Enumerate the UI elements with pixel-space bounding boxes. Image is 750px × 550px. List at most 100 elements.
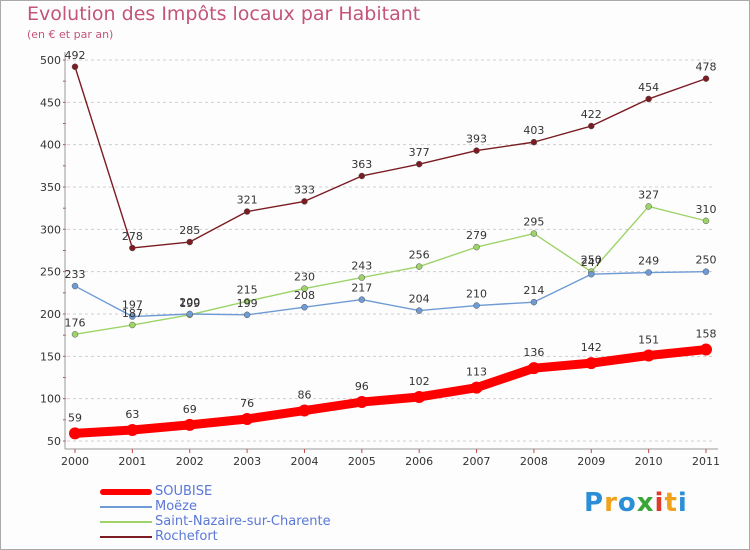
y-tick-label: 350	[40, 181, 61, 194]
data-point	[702, 75, 710, 82]
data-point	[413, 390, 426, 403]
data-label: 247	[581, 256, 602, 269]
brand-letter: x	[636, 488, 655, 518]
data-point	[126, 423, 139, 436]
y-tick-label: 500	[40, 54, 61, 67]
y-tick-labels: 50 100 150 200 250 300 350 400 450 500	[40, 54, 61, 448]
data-point	[129, 321, 136, 329]
x-tick-label: 2011	[692, 455, 720, 468]
data-label: 377	[409, 146, 430, 159]
y-tick-label: 100	[40, 393, 61, 406]
y-tick-label: 150	[40, 350, 61, 363]
x-tick-label: 2002	[176, 455, 204, 468]
data-label: 96	[355, 380, 369, 393]
data-label: 102	[409, 375, 430, 388]
data-label: 208	[294, 289, 315, 302]
data-label: 136	[523, 346, 544, 359]
y-tick-label: 250	[40, 266, 61, 279]
data-label: 217	[351, 282, 372, 295]
data-point	[588, 270, 595, 278]
data-point	[527, 362, 540, 375]
grid-lines	[67, 59, 714, 442]
x-tick-label: 2000	[61, 455, 89, 468]
data-point	[530, 230, 538, 237]
data-label: 215	[237, 283, 258, 296]
data-point	[129, 313, 136, 320]
data-point	[298, 404, 311, 417]
data-point	[183, 418, 196, 431]
data-point	[301, 285, 308, 292]
data-label: 158	[696, 328, 717, 341]
data-label: 454	[638, 81, 659, 94]
x-tick-label: 2004	[290, 455, 318, 468]
brand-letter: r	[604, 488, 618, 518]
data-label: 214	[523, 284, 544, 297]
y-tick-label: 400	[40, 139, 61, 152]
brand-letter: i	[677, 488, 688, 518]
data-point	[355, 396, 368, 409]
data-label: 278	[122, 230, 143, 243]
x-tick-label: 2007	[463, 455, 491, 468]
y-tick-label: 450	[40, 96, 61, 109]
data-point	[470, 381, 483, 394]
data-point	[702, 217, 710, 225]
data-label: 250	[581, 254, 602, 267]
legend-label: Rochefort	[155, 529, 218, 544]
data-point	[645, 203, 652, 210]
brand-letter: o	[617, 488, 637, 518]
data-point	[243, 208, 251, 215]
data-label: 295	[523, 216, 544, 229]
data-label: 204	[409, 293, 430, 306]
data-point	[473, 243, 480, 251]
data-label: 199	[179, 297, 200, 310]
y-tick-label: 50	[47, 435, 61, 448]
data-label: 393	[466, 133, 487, 146]
data-label: 492	[65, 49, 86, 62]
data-label: 197	[122, 299, 143, 312]
x-tick-label: 2008	[520, 455, 548, 468]
data-point	[415, 160, 423, 168]
data-label: 285	[179, 224, 200, 237]
legend-label: Saint-Nazaire-sur-Charente	[155, 514, 331, 529]
data-point	[69, 427, 81, 440]
brand-letter: i	[654, 488, 665, 518]
data-point	[530, 138, 538, 146]
data-label: 151	[638, 333, 659, 346]
data-label: 279	[466, 229, 487, 242]
data-point	[243, 311, 251, 319]
data-point	[473, 147, 480, 154]
data-label: 199	[237, 297, 258, 310]
data-label: 200	[179, 296, 200, 309]
series-line	[74, 66, 707, 249]
legend-swatch	[100, 521, 152, 523]
data-point	[358, 274, 366, 281]
data-label: 142	[581, 341, 602, 354]
data-label: 422	[581, 108, 602, 121]
data-labels: 492 278 285 321 333 363 377 393 403 422 454 478 176 1…	[65, 49, 717, 425]
data-point	[700, 343, 712, 356]
series-line	[74, 270, 707, 318]
data-point	[645, 269, 652, 276]
data-point	[415, 307, 423, 314]
data-label: 230	[294, 271, 315, 284]
series-lines	[69, 63, 712, 440]
data-point	[358, 296, 366, 303]
data-label: 363	[351, 158, 372, 171]
data-point	[358, 172, 366, 180]
x-tick-label: 2001	[118, 455, 146, 468]
axes	[63, 52, 718, 453]
data-label: 59	[68, 411, 82, 424]
data-label: 63	[125, 408, 139, 421]
x-tick-label: 2005	[348, 455, 376, 468]
brand-logo: Proxiti	[584, 488, 688, 518]
series-line	[70, 345, 711, 438]
chart-title: Evolution des Impôts locaux par Habitant	[27, 3, 421, 25]
legend-swatch	[100, 506, 152, 508]
legend-swatch	[100, 489, 152, 495]
brand-letter: P	[584, 488, 605, 518]
data-label: 249	[638, 255, 659, 268]
data-label: 113	[466, 366, 487, 379]
data-point	[71, 63, 79, 71]
legend-swatch	[100, 536, 152, 538]
